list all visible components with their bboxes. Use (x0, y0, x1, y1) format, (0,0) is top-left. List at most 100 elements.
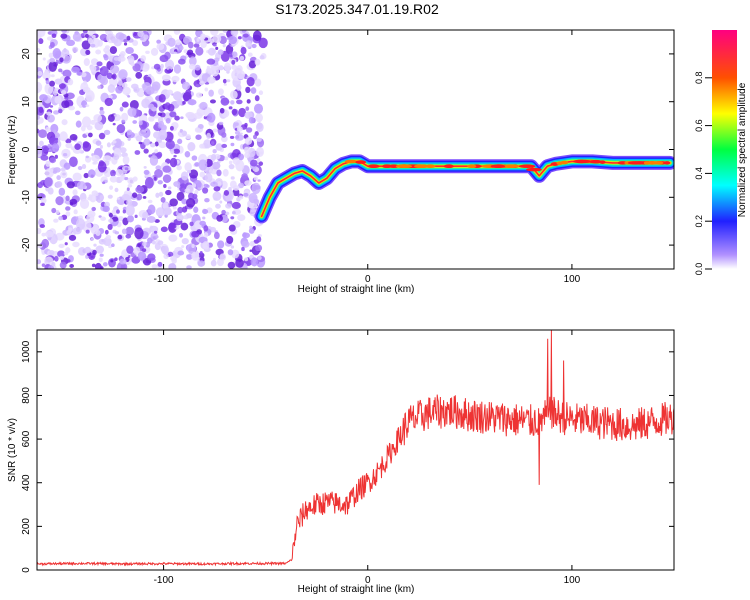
noise-speckle (112, 122, 116, 126)
noise-speckle (182, 215, 188, 220)
noise-speckle (194, 127, 201, 133)
noise-speckle (118, 69, 128, 80)
noise-speckle (257, 179, 261, 182)
noise-speckle (124, 167, 129, 171)
noise-speckle (244, 137, 253, 145)
noise-speckle (94, 262, 102, 269)
colorbar-label: Normalized spectral amplitude (737, 82, 748, 217)
noise-speckle (232, 157, 241, 165)
noise-speckle (245, 127, 253, 133)
noise-speckle (194, 189, 199, 195)
noise-speckle (224, 62, 231, 71)
noise-speckle (72, 227, 82, 235)
noise-speckle (47, 114, 55, 123)
noise-speckle (126, 129, 133, 136)
noise-speckle (60, 90, 67, 95)
noise-speckle (202, 241, 210, 250)
noise-speckle (42, 57, 46, 61)
noise-speckle (157, 112, 163, 116)
x-tick-label: 0 (365, 575, 371, 586)
noise-speckle (209, 99, 216, 104)
noise-speckle (247, 52, 253, 57)
noise-speckle (248, 116, 255, 124)
noise-speckle (38, 38, 44, 45)
noise-speckle (104, 45, 110, 50)
noise-speckle (63, 153, 68, 157)
noise-speckle (52, 47, 62, 59)
noise-speckle (47, 144, 51, 148)
noise-speckle (117, 56, 126, 62)
noise-speckle (195, 134, 202, 140)
noise-speckle (76, 181, 86, 190)
noise-speckle (83, 58, 90, 67)
noise-speckle (51, 207, 57, 214)
noise-speckle (63, 162, 71, 170)
noise-speckle (211, 141, 215, 145)
noise-speckle (182, 100, 186, 105)
noise-speckle (117, 234, 123, 240)
noise-speckle (180, 116, 184, 120)
noise-speckle (165, 189, 172, 196)
noise-speckle (49, 80, 55, 87)
noise-speckle (48, 52, 54, 58)
noise-speckle (37, 47, 41, 53)
noise-speckle (169, 125, 174, 131)
noise-speckle (191, 243, 195, 249)
noise-speckle (93, 243, 97, 247)
y-tick-label: 400 (21, 474, 32, 491)
noise-speckle (158, 191, 164, 197)
noise-speckle (256, 137, 262, 142)
noise-speckle (189, 221, 194, 227)
noise-speckle (66, 259, 71, 263)
noise-speckle (193, 112, 203, 119)
noise-speckle (241, 30, 247, 33)
noise-speckle (234, 130, 240, 135)
noise-speckle (151, 240, 156, 245)
noise-speckle (239, 132, 243, 135)
noise-speckle (210, 259, 217, 267)
noise-speckle (84, 33, 89, 38)
noise-speckle (230, 90, 238, 100)
noise-speckle (258, 161, 264, 166)
noise-speckle (142, 195, 147, 199)
noise-speckle (138, 141, 143, 145)
noise-speckle (65, 142, 73, 149)
noise-speckle (111, 38, 119, 44)
noise-speckle (227, 249, 234, 256)
noise-speckle (53, 218, 59, 223)
noise-speckle (193, 43, 200, 48)
noise-speckle (236, 70, 246, 80)
noise-speckle (49, 57, 55, 63)
noise-speckle (117, 79, 123, 86)
noise-speckle (220, 97, 230, 106)
noise-speckle (153, 63, 161, 70)
noise-speckle (213, 186, 221, 192)
noise-speckle (215, 203, 221, 209)
noise-speckle (137, 243, 141, 248)
noise-speckle (231, 201, 241, 210)
noise-speckle (136, 193, 143, 201)
y-tick-label: 200 (21, 518, 32, 535)
noise-speckle (106, 142, 111, 148)
ridge-hotspot (526, 167, 542, 172)
noise-speckle (153, 230, 158, 234)
noise-speckle (108, 258, 116, 268)
noise-speckle (56, 175, 61, 181)
noise-speckle (137, 251, 147, 261)
noise-speckle (92, 249, 97, 256)
noise-speckle (208, 89, 214, 97)
noise-speckle (212, 191, 222, 201)
noise-speckle (203, 225, 209, 232)
noise-speckle (71, 66, 81, 74)
noise-speckle (241, 173, 248, 179)
noise-speckle (45, 126, 51, 133)
noise-speckle (37, 243, 43, 249)
noise-speckle (185, 134, 191, 140)
noise-speckle (235, 258, 244, 268)
noise-speckle (121, 82, 128, 88)
noise-speckle (228, 186, 232, 192)
noise-speckle (176, 165, 182, 171)
noise-speckle (212, 34, 222, 43)
noise-speckle (125, 77, 132, 82)
noise-speckle (121, 101, 129, 108)
